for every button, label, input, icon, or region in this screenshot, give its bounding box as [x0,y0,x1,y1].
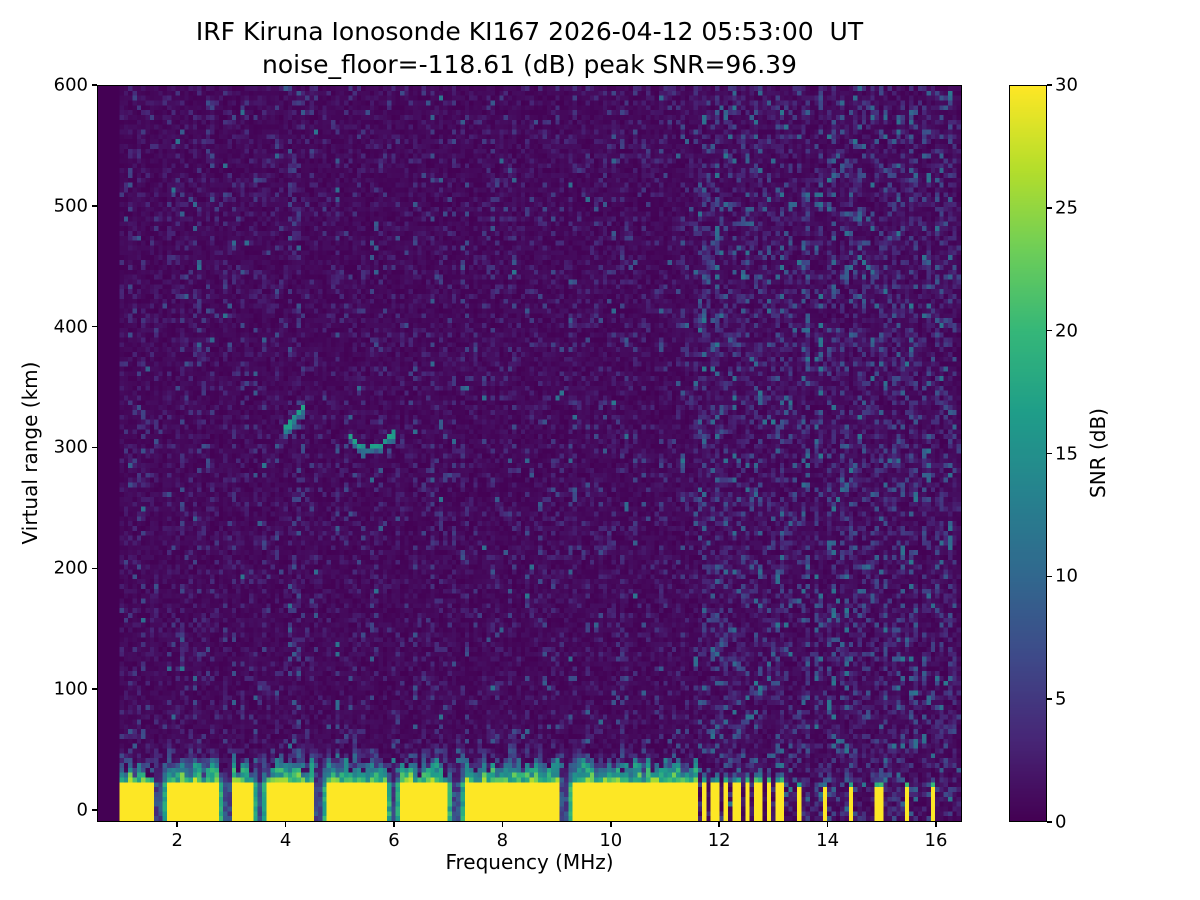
y-tick-mark [92,688,97,690]
y-tick-label: 500 [53,195,88,217]
x-tick-mark [284,822,287,827]
y-tick-label: 0 [76,799,88,821]
y-tick-label: 100 [53,678,88,700]
colorbar-tick-mark [1047,329,1052,332]
colorbar-tick-mark [1047,84,1052,86]
chart-subtitle: noise_floor=-118.61 (dB) peak SNR=96.39 [262,50,797,79]
colorbar-tick-mark [1047,452,1052,455]
plot-area [97,85,962,822]
y-tick-mark [92,205,97,207]
ionogram-heatmap [98,86,961,821]
colorbar-gradient [1010,86,1046,821]
colorbar-tick-mark [1047,698,1052,700]
y-tick-mark [92,809,97,811]
colorbar-tick-mark [1047,575,1052,578]
y-tick-mark [92,446,97,449]
y-tick-mark [92,325,97,328]
colorbar-tick-label: 15 [1055,443,1078,464]
colorbar-label: SNR (dB) [1086,408,1110,498]
x-tick-mark [826,822,829,827]
x-tick-label: 10 [599,830,623,851]
x-tick-label: 16 [924,830,948,851]
x-tick-mark [935,822,937,827]
x-tick-label: 14 [816,830,840,851]
colorbar [1009,85,1047,822]
colorbar-tick-label: 10 [1055,565,1078,587]
colorbar-tick-label: 25 [1055,197,1078,219]
x-tick-mark [501,822,504,827]
y-tick-label: 200 [53,557,88,579]
x-tick-mark [718,822,720,827]
y-axis-label: Virtual range (km) [18,361,42,545]
y-tick-label: 400 [53,316,88,338]
colorbar-tick-mark [1047,207,1052,209]
x-axis-label: Frequency (MHz) [445,850,614,874]
chart-title: IRF Kiruna Ionosonde KI167 2026-04-12 05… [195,17,864,46]
colorbar-tick-label: 20 [1055,320,1078,342]
x-tick-mark [176,822,178,827]
x-tick-label: 12 [707,830,731,851]
colorbar-tick-mark [1047,821,1052,823]
x-tick-mark [610,822,612,827]
y-tick-mark [92,84,97,86]
x-tick-mark [393,822,395,827]
colorbar-tick-label: 5 [1055,688,1067,710]
x-tick-label: 6 [388,830,400,851]
x-tick-label: 2 [171,830,183,851]
colorbar-tick-label: 0 [1055,811,1067,833]
x-tick-label: 4 [279,830,292,851]
y-tick-label: 600 [53,74,88,96]
y-tick-label: 300 [53,436,88,458]
x-tick-label: 8 [496,830,509,851]
y-tick-mark [92,567,97,570]
colorbar-tick-label: 30 [1055,74,1078,96]
